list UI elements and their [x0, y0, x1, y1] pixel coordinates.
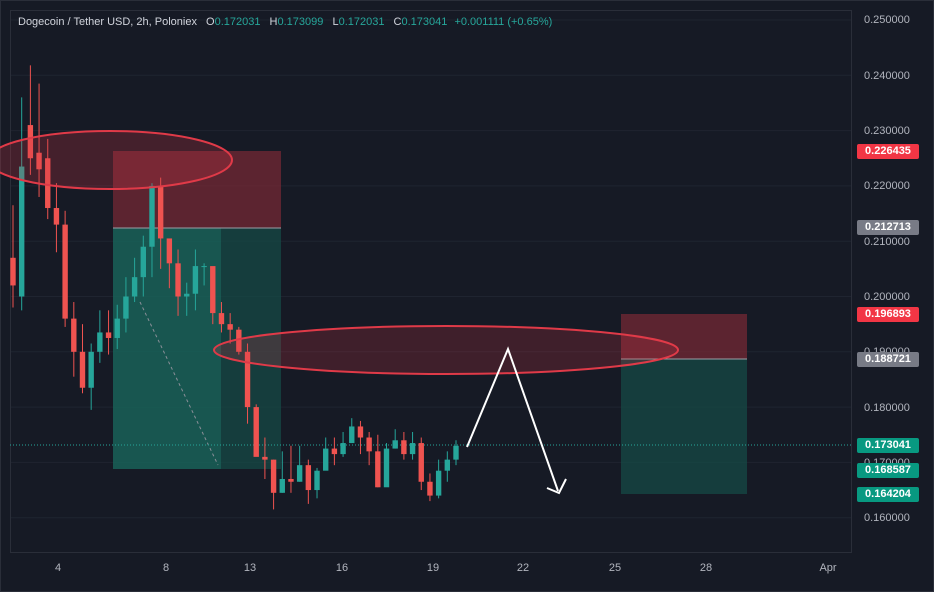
candle-down	[357, 426, 364, 438]
candle-down	[53, 208, 60, 225]
price-tag-entry-1[interactable]: 0.212713	[857, 220, 919, 235]
open-label: O	[206, 16, 215, 28]
candle-up	[18, 166, 25, 297]
price-tag-target-2[interactable]: 0.164204	[857, 487, 919, 502]
candle-down	[270, 459, 277, 493]
x-tick-label: 8	[162, 562, 170, 574]
resistance-ellipse-lower[interactable]	[213, 325, 679, 375]
open-value: 0.172031	[214, 16, 261, 28]
price-tag-stop-1[interactable]: 0.226435	[857, 144, 919, 159]
x-tick-label: 22	[516, 562, 530, 574]
candle-up	[123, 296, 129, 319]
candle-up	[340, 443, 346, 455]
price-tag-current[interactable]: 0.173041	[857, 438, 919, 453]
candle-up	[409, 443, 416, 455]
y-tick-label: 0.210000	[864, 236, 910, 248]
candle-up	[192, 266, 199, 294]
x-tick-label: 13	[243, 562, 257, 574]
candle-up	[296, 465, 303, 482]
low-label: L	[332, 16, 339, 28]
x-tick-label: 28	[699, 562, 713, 574]
y-tick-label: 0.250000	[864, 14, 910, 26]
candle-up	[314, 470, 320, 491]
candle-down	[27, 125, 34, 159]
price-tag-entry-2[interactable]: 0.188721	[857, 352, 919, 367]
candle-down	[236, 329, 242, 352]
close-value: 0.173041	[401, 16, 448, 28]
projection-arrowhead-icon	[546, 478, 567, 495]
candle-up	[392, 440, 398, 449]
candle-down	[45, 158, 51, 209]
change-value: +0.001111 (+0.65%)	[454, 16, 553, 28]
candle-down	[79, 351, 86, 388]
candle-down	[105, 332, 112, 338]
projection-path[interactable]	[466, 346, 559, 492]
candle-down	[157, 185, 164, 239]
candle-up	[88, 351, 94, 388]
low-value: 0.172031	[338, 16, 385, 28]
candle-up	[349, 426, 355, 444]
x-tick-label: 25	[608, 562, 622, 574]
candle-down	[244, 351, 251, 408]
y-tick-label: 0.200000	[864, 291, 910, 303]
high-value: 0.173099	[277, 16, 324, 28]
candle-down	[218, 313, 225, 325]
x-tick-label: 19	[426, 562, 440, 574]
candle-up	[453, 445, 459, 460]
candle-down	[375, 451, 381, 488]
short-position-1-stop-zone[interactable]	[113, 151, 281, 228]
y-tick-label: 0.230000	[864, 125, 910, 137]
candle-up	[383, 448, 390, 488]
candle-down	[253, 407, 259, 457]
x-tick-label: Apr	[819, 562, 837, 574]
candle-up	[97, 332, 103, 352]
candle-down	[227, 324, 233, 330]
candle-down	[71, 318, 77, 352]
candle-up	[140, 246, 146, 278]
x-tick-label: 16	[335, 562, 349, 574]
candle-down	[62, 224, 68, 319]
candle-up	[184, 293, 190, 297]
candles	[10, 65, 459, 510]
y-tick-label: 0.220000	[864, 180, 910, 192]
candle-down	[10, 257, 16, 286]
candle-down	[288, 478, 294, 482]
price-tag-target-1[interactable]: 0.168587	[857, 463, 919, 478]
candle-up	[114, 318, 120, 338]
candle-up	[435, 470, 442, 496]
position-1-trend-dash	[139, 301, 219, 466]
candle-down	[366, 437, 372, 452]
candle-up	[444, 459, 451, 471]
candle-down	[36, 152, 42, 170]
candle-down	[401, 440, 407, 455]
candle-down	[427, 481, 433, 496]
price-tag-stop-2[interactable]: 0.196893	[857, 307, 919, 322]
candle-up	[149, 185, 155, 247]
candle-down	[305, 465, 312, 491]
symbol-title[interactable]: Dogecoin / Tether USD, 2h, Poloniex	[18, 16, 197, 28]
y-tick-label: 0.240000	[864, 70, 910, 82]
resistance-ellipse-upper[interactable]	[0, 130, 233, 190]
short-position-1-target-zone-inner	[113, 228, 221, 469]
candle-up	[131, 277, 138, 297]
close-label: C	[393, 16, 402, 28]
high-label: H	[269, 16, 278, 28]
y-tick-label: 0.180000	[864, 402, 910, 414]
candle-up	[201, 266, 207, 268]
candle-down	[262, 456, 268, 460]
candle-down	[166, 238, 173, 264]
candle-up	[323, 448, 329, 471]
x-tick-label: 4	[54, 562, 62, 574]
candle-up	[279, 478, 285, 493]
y-tick-label: 0.160000	[864, 512, 910, 524]
symbol-legend[interactable]: Dogecoin / Tether USD, 2h, Poloniex O0.1…	[18, 16, 552, 28]
short-position-2-target-zone[interactable]	[621, 359, 747, 494]
candle-down	[331, 448, 338, 455]
candle-down	[418, 443, 424, 482]
candle-down	[175, 263, 181, 297]
candle-down	[210, 266, 216, 314]
